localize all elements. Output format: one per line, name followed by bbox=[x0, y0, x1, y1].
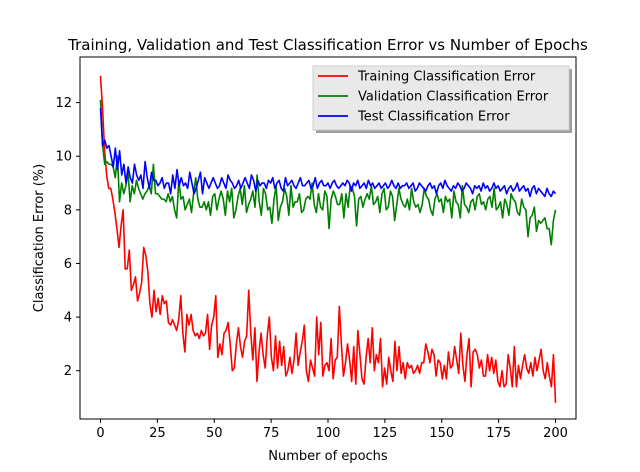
legend-label: Test Classification Error bbox=[357, 110, 510, 125]
x-tick-label: 50 bbox=[206, 426, 223, 441]
x-tick-label: 125 bbox=[372, 426, 397, 441]
y-tick-label: 2 bbox=[64, 364, 72, 379]
x-tick-label: 100 bbox=[316, 426, 341, 441]
x-tick-label: 75 bbox=[263, 426, 280, 441]
y-tick-label: 4 bbox=[64, 311, 72, 326]
x-axis-ticks: 0 25 50 75 100 125 150 175 200 bbox=[96, 419, 568, 441]
x-tick-label: 150 bbox=[429, 426, 454, 441]
y-tick-label: 10 bbox=[55, 150, 72, 165]
series-line-2 bbox=[99, 99, 557, 246]
legend-label: Validation Classification Error bbox=[358, 90, 549, 105]
legend: Training Classification Error Validation … bbox=[312, 65, 572, 133]
legend-entries: Training Classification Error Validation … bbox=[318, 70, 549, 125]
y-tick-label: 6 bbox=[64, 257, 72, 272]
chart-title: Training, Validation and Test Classifica… bbox=[67, 36, 588, 54]
legend-label: Training Classification Error bbox=[357, 70, 536, 85]
series-line-1 bbox=[99, 75, 557, 403]
x-axis-label: Number of epochs bbox=[268, 449, 388, 464]
y-axis-label: Classification Error (%) bbox=[32, 164, 47, 312]
y-axis-ticks: 2 4 6 8 10 12 bbox=[55, 96, 80, 379]
x-tick-label: 200 bbox=[543, 426, 568, 441]
y-tick-label: 12 bbox=[55, 96, 72, 111]
x-tick-label: 0 bbox=[96, 426, 104, 441]
legend-box bbox=[312, 65, 570, 131]
series-line-3 bbox=[99, 107, 557, 198]
x-tick-label: 25 bbox=[149, 426, 166, 441]
series-layer bbox=[99, 75, 557, 403]
x-tick-label: 175 bbox=[486, 426, 511, 441]
y-tick-label: 8 bbox=[64, 203, 72, 218]
